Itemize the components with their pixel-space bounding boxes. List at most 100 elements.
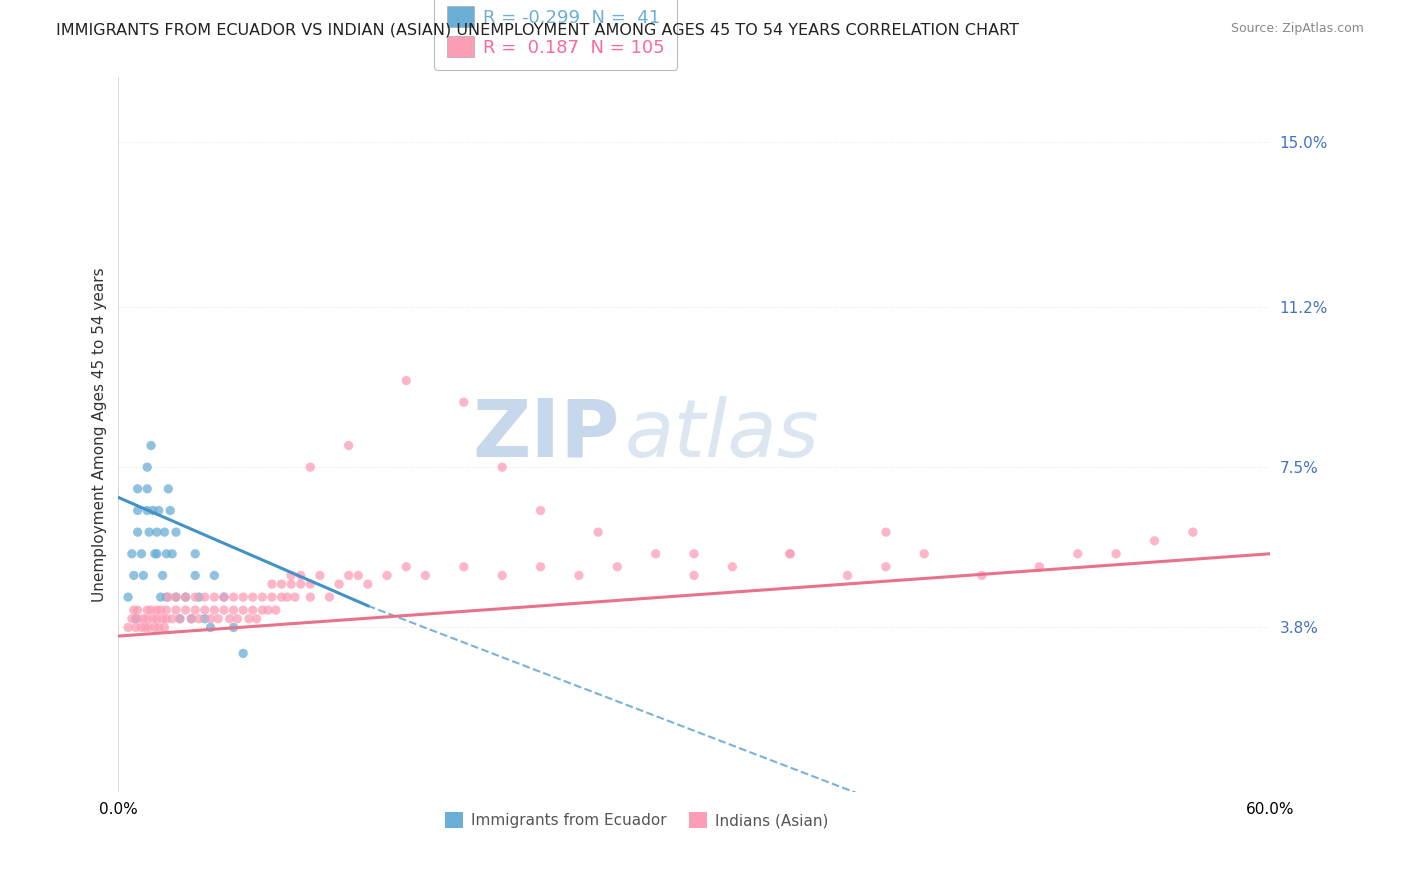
- Point: [155, 612, 177, 626]
- Point: [184, 590, 207, 604]
- Point: [174, 603, 197, 617]
- Point: [264, 603, 287, 617]
- Point: [837, 568, 859, 582]
- Point: [245, 612, 267, 626]
- Point: [134, 620, 156, 634]
- Point: [180, 612, 202, 626]
- Point: [299, 590, 322, 604]
- Point: [970, 568, 993, 582]
- Point: [174, 590, 197, 604]
- Point: [270, 590, 292, 604]
- Point: [453, 559, 475, 574]
- Point: [131, 620, 153, 634]
- Text: Source: ZipAtlas.com: Source: ZipAtlas.com: [1230, 22, 1364, 36]
- Point: [222, 603, 245, 617]
- Point: [395, 374, 418, 388]
- Point: [721, 559, 744, 574]
- Point: [337, 438, 360, 452]
- Point: [212, 590, 235, 604]
- Point: [139, 603, 162, 617]
- Point: [127, 525, 149, 540]
- Point: [242, 603, 264, 617]
- Point: [1028, 559, 1050, 574]
- Point: [169, 612, 191, 626]
- Point: [142, 503, 165, 517]
- Point: [212, 603, 235, 617]
- Point: [146, 612, 169, 626]
- Point: [117, 590, 139, 604]
- Point: [453, 395, 475, 409]
- Point: [276, 590, 298, 604]
- Point: [153, 620, 176, 634]
- Point: [375, 568, 398, 582]
- Point: [127, 482, 149, 496]
- Point: [309, 568, 332, 582]
- Point: [238, 612, 260, 626]
- Point: [149, 603, 172, 617]
- Point: [395, 559, 418, 574]
- Point: [143, 620, 166, 634]
- Point: [131, 547, 153, 561]
- Point: [280, 568, 302, 582]
- Point: [1105, 547, 1128, 561]
- Point: [270, 577, 292, 591]
- Point: [184, 547, 207, 561]
- Point: [875, 525, 897, 540]
- Point: [117, 620, 139, 634]
- Text: ZIP: ZIP: [472, 396, 619, 474]
- Point: [200, 612, 222, 626]
- Point: [202, 568, 225, 582]
- Point: [138, 620, 160, 634]
- Point: [152, 568, 174, 582]
- Point: [299, 577, 322, 591]
- Point: [157, 482, 180, 496]
- Point: [875, 559, 897, 574]
- Point: [683, 547, 706, 561]
- Point: [132, 612, 155, 626]
- Point: [142, 612, 165, 626]
- Point: [157, 590, 180, 604]
- Point: [568, 568, 591, 582]
- Point: [188, 590, 211, 604]
- Point: [160, 547, 183, 561]
- Point: [184, 568, 207, 582]
- Point: [121, 612, 143, 626]
- Point: [222, 620, 245, 634]
- Point: [226, 612, 249, 626]
- Point: [290, 568, 312, 582]
- Point: [222, 590, 245, 604]
- Point: [299, 460, 322, 475]
- Point: [122, 568, 145, 582]
- Point: [136, 612, 159, 626]
- Point: [779, 547, 801, 561]
- Point: [136, 460, 159, 475]
- Point: [160, 612, 183, 626]
- Point: [318, 590, 340, 604]
- Point: [165, 525, 187, 540]
- Point: [149, 590, 172, 604]
- Point: [159, 503, 181, 517]
- Point: [207, 612, 229, 626]
- Point: [121, 547, 143, 561]
- Point: [644, 547, 666, 561]
- Point: [136, 603, 159, 617]
- Point: [184, 603, 207, 617]
- Point: [1143, 533, 1166, 548]
- Point: [257, 603, 280, 617]
- Point: [606, 559, 628, 574]
- Point: [152, 612, 174, 626]
- Point: [529, 503, 551, 517]
- Point: [155, 603, 177, 617]
- Point: [138, 525, 160, 540]
- Point: [232, 646, 254, 660]
- Point: [139, 438, 162, 452]
- Point: [232, 603, 254, 617]
- Point: [136, 482, 159, 496]
- Point: [148, 620, 170, 634]
- Point: [252, 590, 274, 604]
- Point: [212, 590, 235, 604]
- Point: [180, 612, 202, 626]
- Point: [146, 525, 169, 540]
- Point: [232, 590, 254, 604]
- Point: [155, 590, 177, 604]
